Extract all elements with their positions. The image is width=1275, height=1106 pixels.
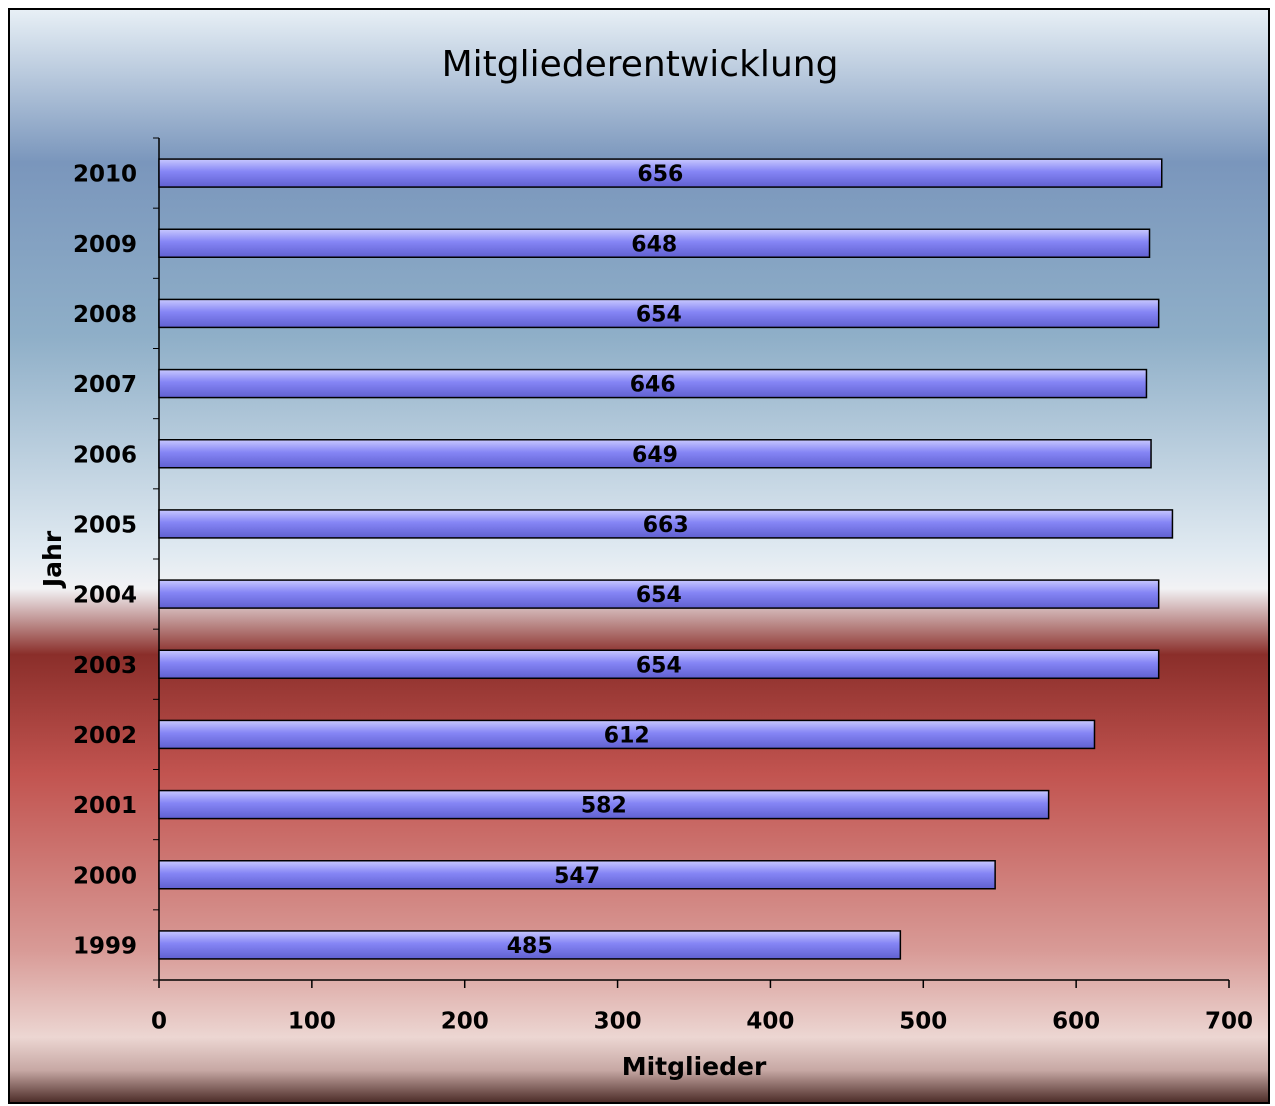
bar <box>158 789 1050 820</box>
x-tick-label: 500 <box>899 1009 947 1035</box>
value-label: 654 <box>636 653 682 678</box>
y-tick-label: 2000 <box>73 863 137 889</box>
y-tick-label: 2009 <box>73 232 137 258</box>
value-label: 649 <box>632 443 678 468</box>
bar <box>158 298 1160 329</box>
y-tick-label: 2003 <box>73 653 137 679</box>
bar <box>158 860 996 890</box>
x-tick-label: 700 <box>1205 1009 1253 1035</box>
bar <box>158 439 1152 469</box>
chart-title: Mitgliederentwicklung <box>442 44 839 85</box>
y-tick-label: 2006 <box>73 442 137 468</box>
bar <box>158 509 1174 539</box>
y-axis-label: Jahr <box>38 530 67 589</box>
y-tick-label: 2002 <box>73 723 137 749</box>
x-tick-label: 0 <box>151 1009 167 1035</box>
y-tick-label: 2010 <box>73 162 137 188</box>
value-label: 663 <box>643 513 689 538</box>
bar <box>158 158 1163 188</box>
value-label: 485 <box>507 934 553 959</box>
y-tick-label: 2005 <box>73 512 137 538</box>
x-tick-label: 200 <box>441 1009 489 1035</box>
x-axis-label: Mitglieder <box>622 1052 767 1081</box>
x-tick-label: 600 <box>1052 1009 1100 1035</box>
bar <box>158 719 1096 750</box>
y-tick-label: 2001 <box>73 793 137 819</box>
bar <box>158 228 1151 258</box>
x-tick-label: 100 <box>288 1009 336 1035</box>
bar <box>158 579 1160 609</box>
value-label: 646 <box>630 373 676 398</box>
x-tick-label: 400 <box>746 1009 794 1035</box>
y-tick-label: 2008 <box>73 302 137 328</box>
bar <box>158 368 1148 399</box>
x-tick-label: 300 <box>594 1009 642 1035</box>
value-label: 547 <box>554 864 600 889</box>
bar <box>158 930 902 960</box>
y-tick-label: 1999 <box>73 933 137 959</box>
value-label: 654 <box>636 583 682 608</box>
bar <box>158 649 1160 679</box>
value-label: 648 <box>631 232 677 257</box>
value-label: 656 <box>637 162 683 187</box>
value-label: 654 <box>636 302 682 327</box>
value-label: 582 <box>581 794 627 819</box>
value-label: 612 <box>604 723 650 748</box>
background <box>8 8 1270 1104</box>
y-tick-label: 2007 <box>73 372 137 398</box>
y-tick-label: 2004 <box>73 583 137 609</box>
